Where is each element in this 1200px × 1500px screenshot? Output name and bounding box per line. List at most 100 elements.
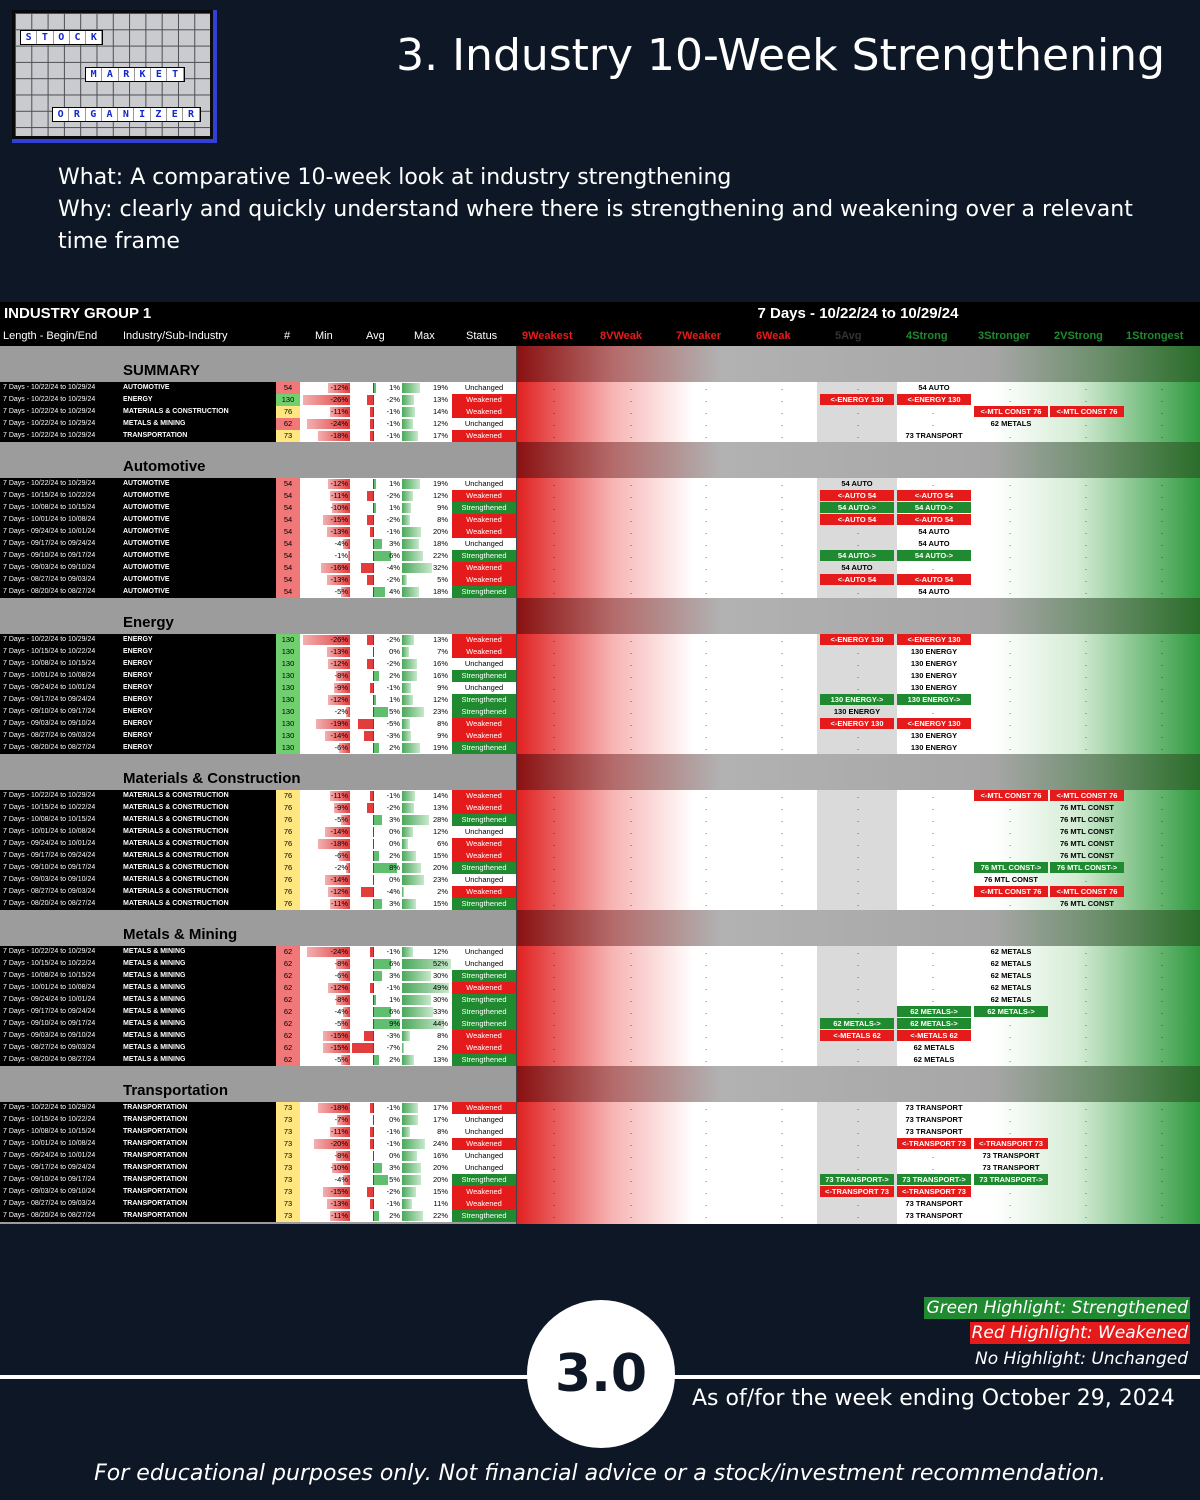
level-dot: . bbox=[1085, 395, 1088, 404]
level-dot: . bbox=[630, 491, 633, 500]
level-dot: . bbox=[705, 1163, 708, 1172]
row-bg bbox=[0, 538, 276, 550]
row-period: 7 Days - 10/15/24 to 10/22/24 bbox=[3, 804, 96, 811]
row-min: -7% bbox=[334, 1115, 348, 1124]
logo-letter: A bbox=[102, 108, 119, 121]
max-bar bbox=[402, 551, 423, 561]
avg-bar bbox=[370, 1139, 373, 1149]
avg-bar bbox=[361, 563, 373, 573]
table-row: 7 Days - 10/22/24 to 10/29/24 MATERIALS &… bbox=[0, 790, 1200, 802]
level-dot: . bbox=[781, 1115, 784, 1124]
row-min: -6% bbox=[334, 743, 348, 752]
level-dot: . bbox=[1009, 1103, 1012, 1112]
level-dot: . bbox=[630, 875, 633, 884]
row-avg: 3% bbox=[389, 815, 400, 824]
highlight-tag: 130 ENERGY-> bbox=[820, 694, 894, 705]
table-row: 7 Days - 10/15/24 to 10/22/24 MATERIALS &… bbox=[0, 802, 1200, 814]
min-bar bbox=[330, 899, 350, 909]
avg-bar bbox=[367, 803, 373, 813]
row-bg bbox=[0, 1054, 276, 1066]
level-dot: . bbox=[781, 1043, 784, 1052]
row-industry: METALS & MINING bbox=[123, 996, 186, 1003]
level-dot: . bbox=[1009, 587, 1012, 596]
level-dot: . bbox=[553, 1007, 556, 1016]
min-bar bbox=[332, 1163, 350, 1173]
logo-letter: N bbox=[118, 108, 135, 121]
row-min: -11% bbox=[331, 1127, 348, 1136]
row-period: 7 Days - 09/24/24 to 10/01/24 bbox=[3, 1152, 96, 1159]
as-of-date: As of/for the week ending October 29, 20… bbox=[692, 1386, 1175, 1411]
level-dot: . bbox=[1085, 491, 1088, 500]
level-dot: . bbox=[553, 1163, 556, 1172]
row-avg: -1% bbox=[386, 791, 400, 800]
level-dot: . bbox=[932, 407, 935, 416]
table-row: 7 Days - 10/22/24 to 10/29/24 ENERGY 130 -2… bbox=[0, 394, 1200, 406]
row-max: 8% bbox=[437, 719, 448, 728]
row-max: 9% bbox=[437, 683, 448, 692]
level-dot: . bbox=[630, 1055, 633, 1064]
level-dot: . bbox=[1085, 1151, 1088, 1160]
level-dot: . bbox=[781, 419, 784, 428]
level-dot: . bbox=[857, 1127, 860, 1136]
level-dot: . bbox=[553, 815, 556, 824]
level-dot: . bbox=[630, 947, 633, 956]
row-status: Weakened bbox=[452, 886, 516, 898]
max-bar bbox=[402, 647, 409, 657]
row-max: 7% bbox=[437, 647, 448, 656]
row-max: 12% bbox=[432, 419, 448, 428]
avg-bar bbox=[367, 575, 373, 585]
min-bar bbox=[328, 887, 350, 897]
max-bar bbox=[402, 731, 411, 741]
row-min: -8% bbox=[334, 995, 348, 1004]
level-dot: . bbox=[1009, 479, 1012, 488]
row-status: Weakened bbox=[452, 850, 516, 862]
level-dot: . bbox=[1085, 527, 1088, 536]
row-count: 130 bbox=[276, 706, 300, 718]
row-period: 7 Days - 10/08/24 to 10/15/24 bbox=[3, 504, 96, 511]
max-bar bbox=[402, 743, 421, 753]
section-band-right bbox=[516, 442, 1200, 478]
row-min: -6% bbox=[334, 971, 348, 980]
row-count: 130 bbox=[276, 718, 300, 730]
row-avg: -1% bbox=[386, 1127, 400, 1136]
avg-bar bbox=[352, 1043, 373, 1053]
level-dot: . bbox=[630, 1175, 633, 1184]
position-tag: 73 TRANSPORT bbox=[905, 1127, 963, 1136]
row-avg: -2% bbox=[386, 635, 400, 644]
highlight-tag: <-AUTO 54 bbox=[897, 514, 971, 525]
table-row: 7 Days - 08/20/24 to 08/27/24 TRANSPORTAT… bbox=[0, 1210, 1200, 1222]
level-dot: . bbox=[630, 563, 633, 572]
row-industry: TRANSPORTATION bbox=[123, 1128, 188, 1135]
level-dot: . bbox=[553, 791, 556, 800]
row-count: 130 bbox=[276, 646, 300, 658]
avg-axis bbox=[373, 719, 374, 729]
level-dot: . bbox=[1161, 1175, 1164, 1184]
avg-bar bbox=[370, 947, 373, 957]
avg-bar bbox=[370, 1127, 373, 1137]
row-max: 12% bbox=[432, 827, 448, 836]
level-dot: . bbox=[857, 539, 860, 548]
row-avg: 0% bbox=[389, 1151, 400, 1160]
row-status: Unchanged bbox=[452, 946, 516, 958]
level-dot: . bbox=[932, 863, 935, 872]
row-count: 62 bbox=[276, 958, 300, 970]
sheet-divider bbox=[516, 346, 517, 1224]
avg-axis bbox=[373, 947, 374, 957]
row-min: -12% bbox=[330, 383, 348, 392]
row-avg: -7% bbox=[386, 1043, 400, 1052]
level-dot: . bbox=[1009, 503, 1012, 512]
level-dot: . bbox=[1085, 971, 1088, 980]
position-tag: 130 ENERGY bbox=[910, 731, 958, 740]
level-dot: . bbox=[705, 827, 708, 836]
level-dot: . bbox=[1161, 983, 1164, 992]
level-dot: . bbox=[705, 671, 708, 680]
table-row: 7 Days - 08/20/24 to 08/27/24 AUTOMOTIVE 5… bbox=[0, 586, 1200, 598]
level-dot: . bbox=[630, 719, 633, 728]
row-avg: 3% bbox=[389, 899, 400, 908]
row-min: -9% bbox=[334, 683, 348, 692]
level-dot: . bbox=[630, 635, 633, 644]
row-max: 17% bbox=[432, 1103, 448, 1112]
avg-axis bbox=[373, 419, 374, 429]
row-bg bbox=[0, 526, 276, 538]
row-min: -10% bbox=[330, 1163, 348, 1172]
